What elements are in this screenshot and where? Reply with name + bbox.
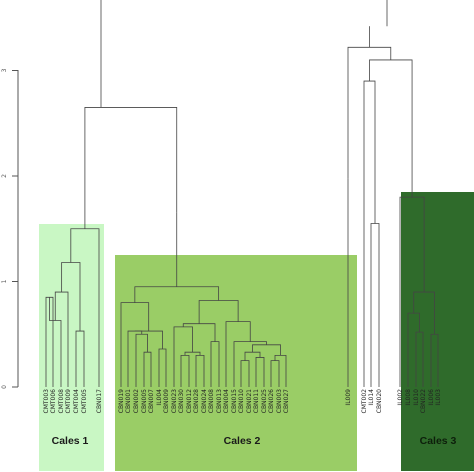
leaf-label: IL009 xyxy=(345,389,352,406)
leaf-label: CMT009 xyxy=(65,389,72,414)
leaf-label: IL003 xyxy=(435,389,442,406)
leaf-label: IL010 xyxy=(413,389,420,406)
branch-f1 xyxy=(370,223,380,387)
cluster-box-1 xyxy=(39,224,104,471)
leaf-label: CBN022 xyxy=(420,389,427,413)
tick-label-1: 1 xyxy=(1,279,8,283)
leaf-label: IL014 xyxy=(368,389,375,406)
leaf-label: CBN024 xyxy=(201,389,208,413)
cluster-label-1: Cales 1 xyxy=(52,435,89,447)
leaf-label: IL008 xyxy=(405,389,412,406)
leaf-label: CMT004 xyxy=(73,389,80,414)
leaf-label: CBN004 xyxy=(223,389,230,413)
leaf-label: CBN013 xyxy=(216,389,223,413)
leaf-label: CBN020 xyxy=(376,389,383,413)
tick-label-2: 2 xyxy=(1,174,8,178)
cluster-box-3 xyxy=(401,192,474,471)
leaf-label: CBN010 xyxy=(238,389,245,413)
leaf-label: CBN012 xyxy=(186,389,193,413)
height-axis: 0 1 2 3 xyxy=(1,68,19,389)
cluster-box-2 xyxy=(115,255,357,471)
leaf-label: CBN001 xyxy=(125,389,132,413)
dendrogram-tree xyxy=(45,0,439,387)
leaf-label: CBN017 xyxy=(96,389,103,413)
leaf-label: CMT003 xyxy=(43,389,50,414)
leaf-label: CBN028 xyxy=(193,389,200,413)
leaf-label: CBN025 xyxy=(261,389,268,413)
leaf-label: CBN027 xyxy=(283,389,290,413)
branch-f2 xyxy=(363,80,376,387)
leaf-label: CBN008 xyxy=(208,389,215,413)
leaf-label: CBN021 xyxy=(246,389,253,413)
leaf-label: CBN019 xyxy=(118,389,125,413)
branch-k1 xyxy=(369,59,413,198)
tick-label-0: 0 xyxy=(1,385,8,389)
leaf-label: CBN023 xyxy=(171,389,178,413)
leaf-label: CBN002 xyxy=(133,389,140,413)
leaf-label: CMT002 xyxy=(361,389,368,414)
cluster-boxes xyxy=(39,192,474,471)
leaf-label: CMT008 xyxy=(58,389,65,414)
leaf-labels: CMT003 CMT006 CMT008 CMT009 CMT004 CMT005 CBN0… xyxy=(43,389,442,414)
leaf-label: CBN011 xyxy=(253,389,260,413)
leaf-label: IL004 xyxy=(156,389,163,406)
leaf-label: CMT006 xyxy=(50,389,57,414)
leaf-label: CBN026 xyxy=(268,389,275,413)
cluster-labels: Cales 1 Cales 2 Cales 3 xyxy=(52,435,457,447)
leaf-label: CBN009 xyxy=(163,389,170,413)
branch-b5 xyxy=(134,330,163,350)
leaf-label: CBN005 xyxy=(141,389,148,413)
leaf-label: CBN015 xyxy=(231,389,238,413)
leaf-label: CBN003 xyxy=(276,389,283,413)
cluster-label-2: Cales 2 xyxy=(224,435,261,447)
leaf-label: IL002 xyxy=(397,389,404,406)
leaf-label: CBN030 xyxy=(178,389,185,413)
tick-label-3: 3 xyxy=(1,68,8,72)
leaf-label: IL006 xyxy=(428,389,435,406)
leaf-label: CBN007 xyxy=(148,389,155,413)
leaf-label: CMT005 xyxy=(81,389,88,414)
branch-M12 xyxy=(84,107,178,229)
cluster-label-3: Cales 3 xyxy=(420,435,457,447)
